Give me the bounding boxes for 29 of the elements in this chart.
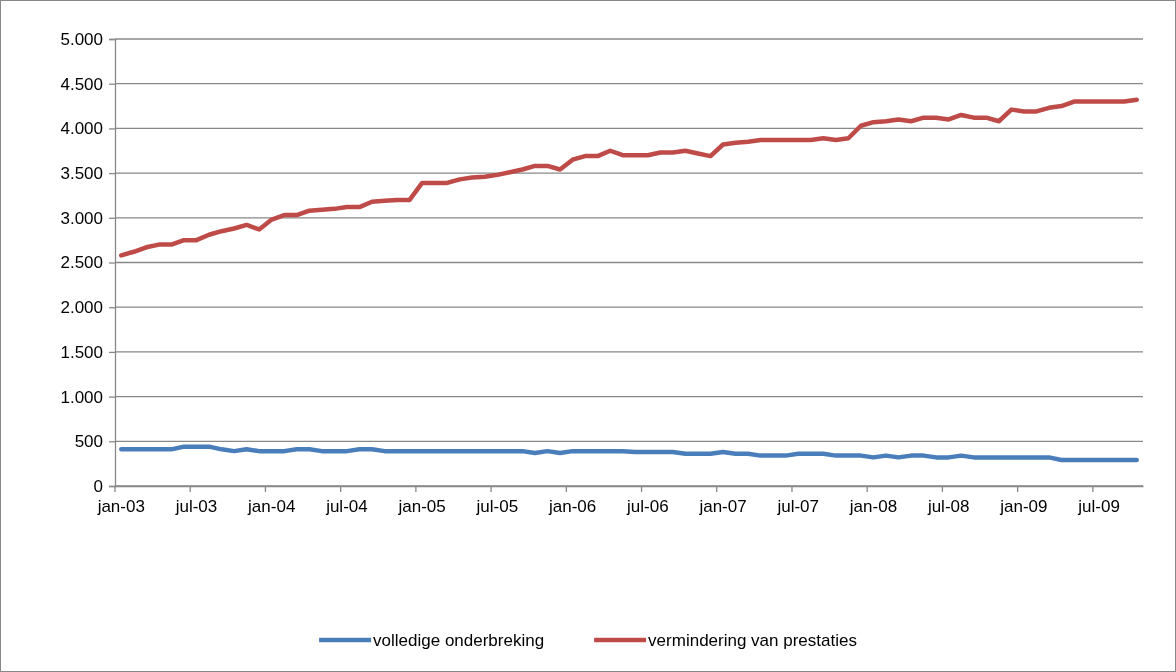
x-tick-label: jan-08 — [848, 497, 898, 517]
x-tick-label: jul-06 — [626, 497, 669, 517]
x-tick-label: jul-05 — [475, 497, 519, 517]
y-tick-label: 2.500 — [60, 253, 103, 273]
y-tick-label: 1.000 — [60, 387, 103, 407]
legend-label: vermindering van prestaties — [648, 631, 857, 650]
x-tick-label: jan-05 — [397, 497, 446, 517]
x-tick-label: jan-06 — [547, 497, 597, 517]
line-series — [119, 97, 1139, 258]
y-tick-label: 0 — [93, 476, 103, 496]
x-tick-label: jul-03 — [174, 497, 218, 517]
x-tick-label: jul-04 — [325, 497, 368, 517]
x-tick-label: jan-04 — [247, 497, 296, 517]
y-tick-label: 1.500 — [60, 342, 103, 362]
x-tick-label: jul-08 — [926, 497, 970, 517]
y-tick-label: 2.000 — [60, 298, 103, 318]
y-tick-label: 3.000 — [60, 208, 103, 228]
legend-label: volledige onderbreking — [373, 631, 545, 650]
y-tick-label: 4.500 — [60, 74, 103, 94]
y-tick-label: 500 — [74, 432, 103, 452]
y-tick-label: 4.000 — [60, 119, 103, 139]
x-tick-label: jul-09 — [1077, 497, 1120, 517]
x-tick-label: jan-07 — [698, 497, 747, 517]
y-tick-label: 3.500 — [60, 164, 103, 184]
x-tick-label: jan-03 — [96, 497, 145, 517]
y-tick-label: 5.000 — [60, 29, 103, 49]
x-tick-label: jan-09 — [999, 497, 1048, 517]
x-tick-label: jul-07 — [776, 497, 820, 517]
line-series — [119, 444, 1139, 463]
